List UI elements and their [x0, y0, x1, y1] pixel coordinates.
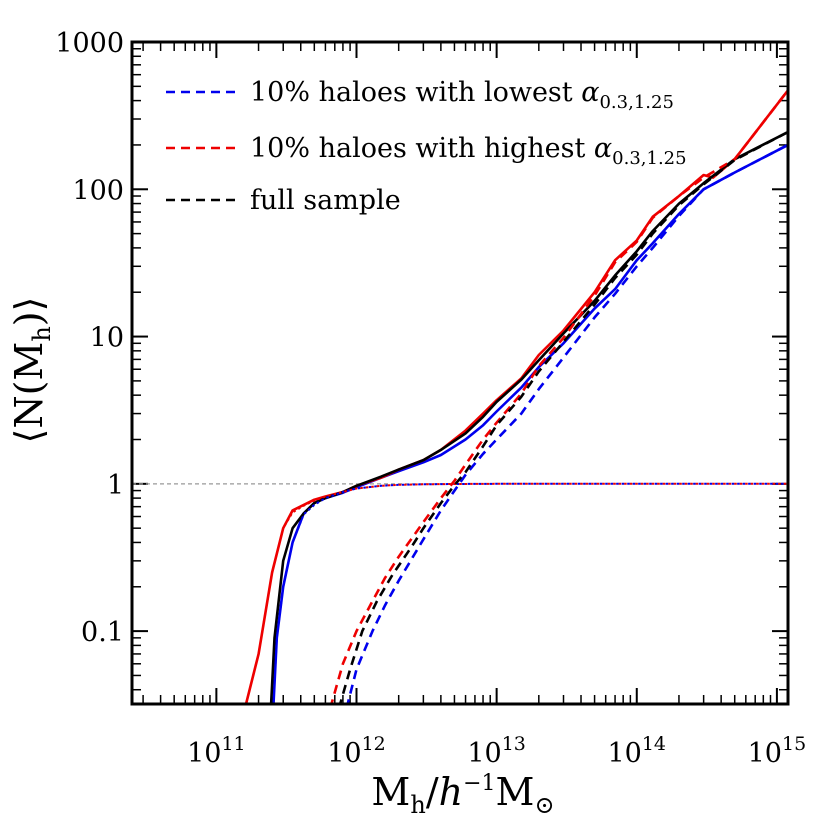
x-tick-label: 1011 — [187, 733, 246, 769]
series-line — [269, 130, 788, 704]
y-tick-label: 1 — [107, 470, 124, 501]
series-line — [346, 143, 788, 704]
y-tick-labels: 0.1 1 10 100 1000 — [55, 28, 124, 648]
series-line — [338, 130, 788, 704]
legend-item: 10% haloes with lowest α0.3,1.25 — [166, 77, 674, 113]
series-line — [272, 482, 788, 704]
legend-item: 10% haloes with highest α0.3,1.25 — [166, 133, 687, 169]
series-line — [330, 89, 788, 704]
y-tick-label: 10 — [90, 323, 124, 354]
y-tick-label: 1000 — [55, 28, 124, 59]
legend-label: full sample — [250, 185, 401, 216]
x-tick-label: 1013 — [467, 733, 526, 769]
y-tick-label: 0.1 — [81, 617, 124, 648]
x-tick-label: 1014 — [607, 733, 666, 769]
y-axis-title: ⟨N(Mh)⟩ — [7, 297, 56, 444]
legend-label: 10% haloes with highest α0.3,1.25 — [250, 133, 687, 169]
plot-frame — [130, 40, 790, 706]
y-tick-label: 100 — [72, 175, 124, 206]
legend: 10% haloes with lowest α0.3,1.25 10% halo… — [166, 77, 687, 216]
series-group — [244, 89, 788, 704]
x-tick-label: 1015 — [748, 733, 807, 769]
x-axis-title: Mh/h−1M⊙ — [371, 770, 554, 819]
x-tick-label: 1012 — [327, 733, 386, 769]
legend-label: 10% haloes with lowest α0.3,1.25 — [250, 77, 674, 113]
x-tick-labels: 1011 1012 1013 1014 1015 — [187, 733, 806, 769]
legend-item: full sample — [166, 185, 401, 216]
